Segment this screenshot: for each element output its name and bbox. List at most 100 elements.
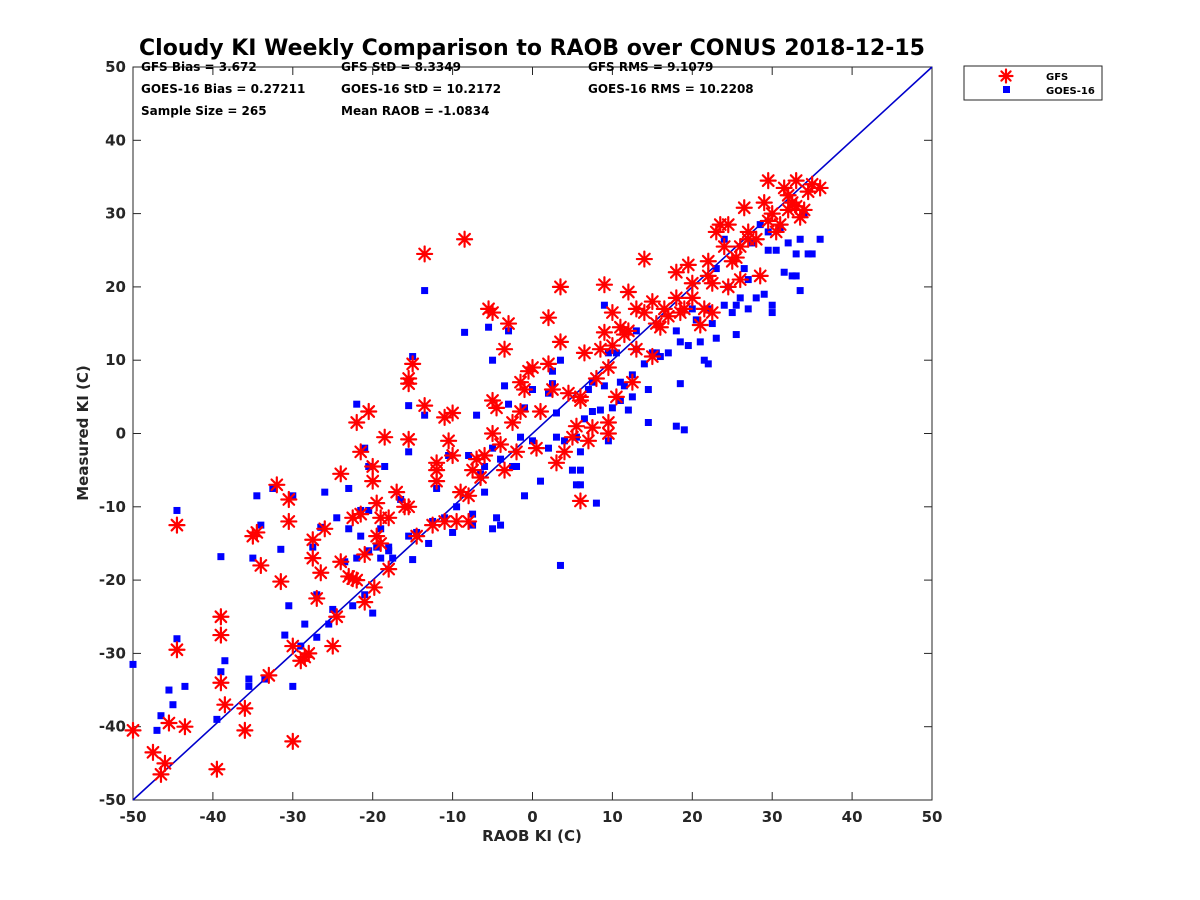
gfs-point xyxy=(659,307,677,325)
goes16-point xyxy=(489,356,497,364)
gfs-point xyxy=(551,333,570,351)
gfs-point xyxy=(459,512,478,531)
x-tick-label: -10 xyxy=(439,808,466,826)
goes16-point xyxy=(552,409,560,417)
goes16-point xyxy=(409,556,417,564)
goes16-point xyxy=(517,433,525,441)
goes16-point xyxy=(572,481,580,489)
gfs-point xyxy=(352,505,370,523)
goes16-point xyxy=(469,510,477,518)
goes16-point xyxy=(289,682,297,690)
gfs-point xyxy=(555,443,574,461)
gfs-point xyxy=(539,355,558,373)
goes16-point xyxy=(481,462,489,470)
goes16-point xyxy=(576,481,584,489)
gfs-point xyxy=(168,641,186,659)
goes16-point xyxy=(616,378,624,386)
y-tick-labels: -50 -40 -30 -20 -10 0 10 20 30 40 50 xyxy=(99,58,932,809)
gfs-point xyxy=(424,516,442,534)
goes16-point xyxy=(257,521,265,529)
goes16-point xyxy=(560,437,568,445)
gfs-point xyxy=(471,468,490,487)
goes16-point xyxy=(329,605,337,613)
goes16-point xyxy=(453,503,461,511)
gfs-point xyxy=(308,589,326,608)
x-tick-label: -20 xyxy=(359,808,386,826)
goes16-point xyxy=(353,400,361,408)
goes16-point xyxy=(513,462,521,470)
goes16-point xyxy=(612,349,620,357)
gfs-point xyxy=(352,443,370,461)
gfs-point xyxy=(495,340,514,358)
y-tick-label: -50 xyxy=(99,791,126,809)
y-tick-label: 40 xyxy=(105,131,126,149)
gfs-point xyxy=(316,520,334,538)
goes16-point xyxy=(157,712,165,720)
goes16-point xyxy=(780,268,788,276)
goes16-point xyxy=(600,382,608,390)
gfs-point xyxy=(627,340,645,358)
goes16-point xyxy=(696,338,704,346)
gfs-point xyxy=(747,230,765,248)
gfs-point xyxy=(348,571,366,589)
gfs-point xyxy=(691,316,709,334)
gfs-point xyxy=(428,454,446,472)
y-tick-label: -20 xyxy=(99,571,126,589)
gfs-point xyxy=(404,355,422,373)
gfs-point xyxy=(304,549,322,567)
goes16-point xyxy=(369,609,377,617)
gfs-point xyxy=(491,435,510,454)
goes16-point xyxy=(421,411,429,419)
goes16-point xyxy=(736,294,744,302)
gfs-point xyxy=(603,303,622,322)
goes16-point xyxy=(700,356,708,364)
goes16-point xyxy=(644,419,652,427)
goes16-point xyxy=(580,415,588,423)
goes16-point xyxy=(608,404,616,412)
gfs-point xyxy=(272,572,290,591)
goes16-point xyxy=(397,495,405,503)
goes16-point xyxy=(732,301,740,309)
gfs-point xyxy=(176,718,194,736)
goes16-point xyxy=(816,235,824,243)
goes16-point xyxy=(676,380,684,388)
goes16-point xyxy=(301,620,309,628)
goes16-point xyxy=(556,561,564,569)
goes16-point xyxy=(708,320,716,328)
gfs-point xyxy=(643,292,661,311)
stat-goes-std: GOES-16 StD = 10.2172 xyxy=(341,82,501,96)
goes16-point xyxy=(129,660,137,668)
gfs-point xyxy=(280,512,298,531)
gfs-point xyxy=(236,699,254,717)
gfs-point xyxy=(623,373,641,391)
goes16-point xyxy=(544,444,552,452)
gfs-point xyxy=(619,283,637,301)
goes16-point xyxy=(768,309,776,317)
gfs-point xyxy=(599,413,618,432)
gfs-point xyxy=(312,564,330,582)
goes16-point xyxy=(345,484,353,492)
goes16-point xyxy=(173,635,181,643)
goes16-point xyxy=(676,338,684,346)
goes16-point xyxy=(529,437,536,445)
stat-gfs-std: GFS StD = 8.3349 xyxy=(341,60,461,74)
goes16-point xyxy=(245,682,253,690)
goes16-point xyxy=(509,462,517,470)
goes16-point xyxy=(576,466,584,474)
gfs-point xyxy=(368,494,386,512)
gfs-point xyxy=(563,428,582,446)
gfs-point xyxy=(603,336,622,355)
goes16-point xyxy=(365,506,373,514)
gfs-point xyxy=(372,534,390,553)
goes16-point xyxy=(473,411,481,419)
legend-gfs-label: GFS xyxy=(1046,72,1068,83)
x-axis-label: RAOB KI (C) xyxy=(482,827,582,845)
stat-goes-rms: GOES-16 RMS = 10.2208 xyxy=(588,82,754,96)
gfs-point xyxy=(440,432,458,450)
goes16-point xyxy=(489,444,497,452)
gfs-point xyxy=(124,721,142,739)
gfs-point xyxy=(212,608,230,626)
goes16-point xyxy=(277,545,285,553)
goes16-point xyxy=(788,272,796,280)
